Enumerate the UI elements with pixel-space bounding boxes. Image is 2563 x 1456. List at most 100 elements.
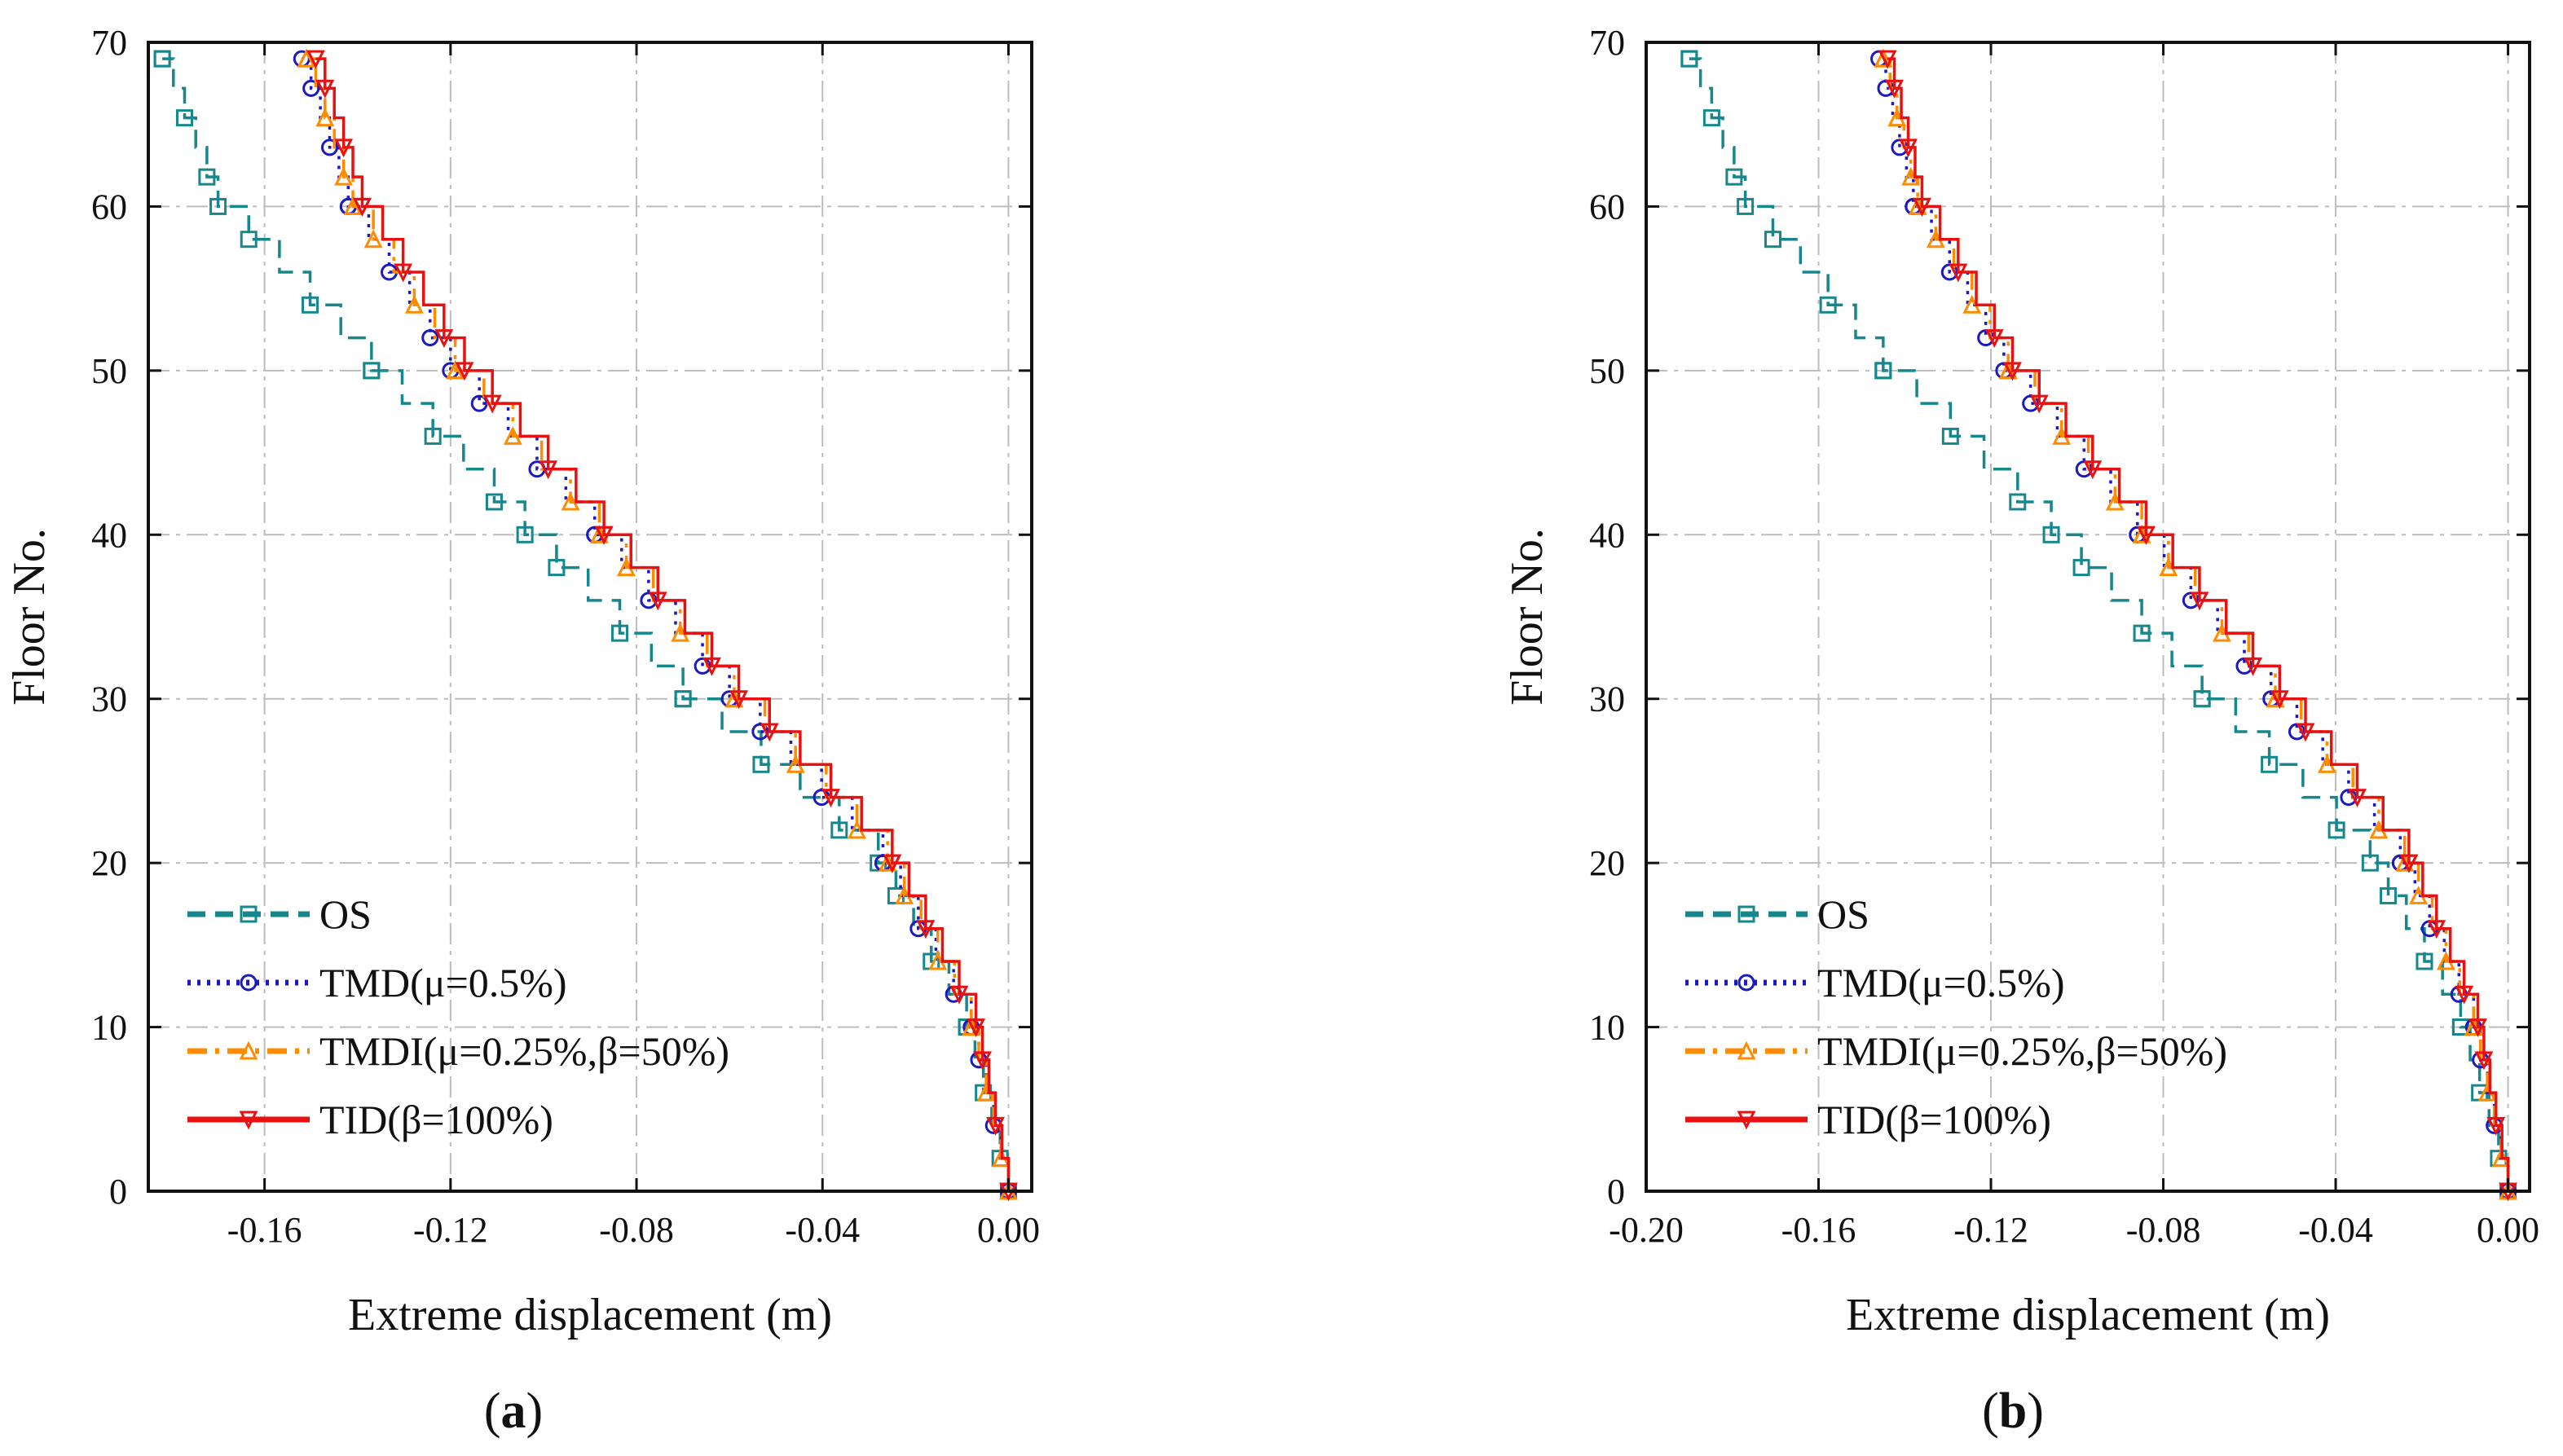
y-tick-label: 10: [1589, 1008, 1625, 1048]
data-point: [198, 168, 216, 186]
data-point: [640, 592, 658, 609]
x-tick-label: -0.12: [1953, 1210, 2028, 1250]
data-point: [986, 1116, 1005, 1136]
data-point: [434, 329, 454, 348]
data-point: [2193, 690, 2211, 708]
data-point: [2190, 592, 2209, 611]
data-point: [967, 1018, 985, 1037]
data-point: [702, 657, 721, 676]
data-point: [561, 491, 580, 511]
data-point: [548, 559, 566, 577]
legend-label: TMDI(μ=0.25%,β=50%): [319, 1028, 729, 1074]
panel-label-open: (: [484, 1383, 501, 1439]
series-group: [1680, 48, 2517, 1202]
data-point: [2399, 854, 2419, 873]
legend-marker: [1737, 1111, 1756, 1130]
data-point: [1885, 79, 1905, 99]
data-point: [1874, 362, 1892, 380]
data-point: [1680, 50, 1698, 68]
data-point: [2133, 624, 2151, 642]
data-point: [1912, 197, 1931, 217]
data-point: [1874, 48, 1893, 68]
data-point: [883, 854, 902, 873]
data-point: [973, 1051, 992, 1071]
data-point: [751, 723, 769, 741]
panel-label-close: ): [2027, 1383, 2044, 1439]
series-line: [1689, 57, 2510, 1191]
series-line: [1878, 57, 2510, 1191]
x-axis-title: Extreme displacement (m): [1846, 1290, 2330, 1340]
plot-frame: [1645, 41, 2531, 1193]
y-tick-label: 50: [1589, 351, 1625, 391]
data-point: [594, 526, 614, 545]
data-point: [2451, 1018, 2469, 1036]
y-axis-title: Floor No.: [1502, 528, 1552, 706]
legend-label: TID(β=100%): [319, 1097, 553, 1142]
panel-label-close: ): [526, 1383, 544, 1439]
data-point: [353, 197, 372, 217]
y-tick-label: 60: [1589, 187, 1625, 227]
data-point: [302, 79, 320, 97]
legend-marker: [1737, 905, 1755, 923]
data-point: [674, 690, 692, 708]
x-tick-label: -0.16: [227, 1210, 302, 1250]
legend: OS TMD(μ=0.5%) TMDI(μ=0.25%,β=50%) TID(β=10…: [1685, 891, 2227, 1142]
data-point: [470, 394, 488, 412]
x-tick-label: -0.04: [2298, 1210, 2373, 1250]
legend-marker: [239, 1111, 258, 1130]
legend-item-tmdi-mu-0-25pct-beta-50pct: TMDI(μ=0.25%,β=50%): [187, 1028, 729, 1074]
legend-label: TMD(μ=0.5%): [1817, 960, 2065, 1005]
y-tick-label: 30: [1589, 680, 1625, 719]
y-tick-label: 20: [1589, 843, 1625, 883]
data-point: [334, 139, 354, 158]
data-point: [343, 196, 363, 215]
data-point: [1984, 329, 2004, 348]
legend-marker: [240, 974, 258, 992]
legend-label: OS: [319, 891, 372, 937]
legend-item-tid-beta-100pct: TID(β=100%): [187, 1097, 553, 1142]
data-point: [2327, 821, 2345, 839]
data-point: [916, 920, 936, 939]
data-point: [694, 657, 711, 675]
data-point: [2380, 886, 2398, 904]
y-tick-label: 0: [1607, 1172, 1625, 1212]
data-point: [297, 48, 316, 68]
legend: OS TMD(μ=0.5%) TMDI(μ=0.25%,β=50%) TID(β=10…: [187, 891, 729, 1142]
legend-item-os: OS: [187, 891, 372, 937]
legend-label: TMD(μ=0.5%): [319, 960, 567, 1005]
data-point: [539, 460, 558, 480]
data-point: [2455, 985, 2474, 1005]
data-point: [2244, 657, 2262, 676]
data-point: [1941, 427, 1959, 445]
x-tick-label: -0.08: [2126, 1210, 2201, 1250]
legend-item-os: OS: [1685, 891, 1869, 937]
data-point: [1899, 139, 1918, 158]
data-point: [421, 329, 439, 347]
legend-item-tmdi-mu-0-25pct-beta-50pct: TMDI(μ=0.25%,β=50%): [1685, 1028, 2227, 1074]
y-tick-label: 40: [1589, 515, 1625, 555]
data-point: [455, 362, 474, 381]
data-point: [1949, 263, 1968, 283]
data-point: [2415, 952, 2433, 970]
x-tick-label: 0.00: [977, 1210, 1040, 1250]
data-point: [2270, 690, 2289, 710]
data-point: [821, 789, 840, 807]
data-point: [2427, 920, 2446, 939]
data-point: [949, 985, 969, 1005]
data-point: [363, 229, 383, 249]
data-point: [1702, 109, 1720, 127]
data-point: [1764, 231, 1781, 249]
y-axis-title: Floor No.: [4, 528, 55, 706]
x-tick-label: -0.20: [1609, 1210, 1684, 1250]
data-point: [2072, 559, 2090, 577]
data-point: [2486, 1116, 2506, 1136]
series-line: [306, 57, 1011, 1191]
series-line: [315, 57, 1011, 1191]
y-tick-label: 50: [91, 351, 127, 391]
legend-item-tmd-mu-0-5pct: TMD(μ=0.5%): [1685, 960, 2065, 1005]
data-point: [1819, 296, 1837, 314]
data-point: [334, 166, 354, 186]
data-point: [306, 50, 325, 69]
data-point: [2261, 755, 2279, 773]
